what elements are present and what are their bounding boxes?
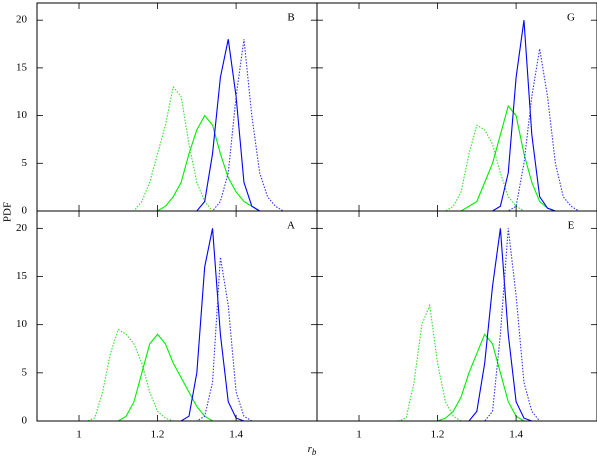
- panel-label: G: [567, 12, 575, 24]
- pdf-curve: [79, 114, 299, 212]
- y-tick-label: 20: [16, 222, 28, 234]
- panel-label: B: [287, 12, 294, 24]
- pdf-curve: [79, 39, 299, 212]
- pdf-curve: [359, 228, 579, 422]
- y-tick-label: 20: [16, 14, 28, 26]
- y-tick-label: 0: [22, 415, 28, 427]
- y-axis-label: PDF: [2, 202, 14, 222]
- y-tick-label: 5: [22, 157, 28, 169]
- panel-frame: [36, 210, 318, 422]
- y-tick-label: 0: [22, 205, 28, 217]
- y-tick-label: 15: [16, 270, 28, 282]
- y-tick-label: 10: [16, 318, 28, 330]
- x-axis-label-sub: b: [312, 447, 317, 457]
- y-tick-label: 5: [22, 366, 28, 378]
- y-tick-label: 15: [16, 61, 28, 73]
- panel-frame: [36, 2, 318, 212]
- pdf-curve: [359, 20, 579, 212]
- panel-label: E: [568, 220, 575, 232]
- pdf-curve: [359, 48, 580, 212]
- x-tick-label: 1: [76, 429, 82, 441]
- pdf-curve: [79, 257, 299, 422]
- panel-frame: [316, 210, 597, 422]
- pdf-curve: [359, 303, 579, 422]
- pdf-curve: [79, 328, 299, 422]
- x-tick-label: 1: [356, 429, 362, 441]
- pdf-curve: [359, 333, 579, 422]
- pdf-curve: [359, 228, 579, 422]
- x-tick-label: 1.2: [151, 429, 165, 441]
- pdf-curve: [359, 124, 579, 212]
- pdf-curve: [359, 104, 579, 212]
- pdf-curve: [79, 39, 299, 212]
- pdf-curve: [79, 333, 299, 422]
- x-tick-label: 1.4: [229, 429, 243, 441]
- panel-label: A: [287, 220, 295, 232]
- y-tick-label: 10: [16, 109, 28, 121]
- x-axis-label: rb: [308, 443, 317, 457]
- x-axis-label-main: r: [308, 443, 313, 455]
- panel-frame: [316, 2, 597, 212]
- x-tick-label: 1.2: [431, 429, 445, 441]
- x-tick-label: 1.4: [509, 429, 523, 441]
